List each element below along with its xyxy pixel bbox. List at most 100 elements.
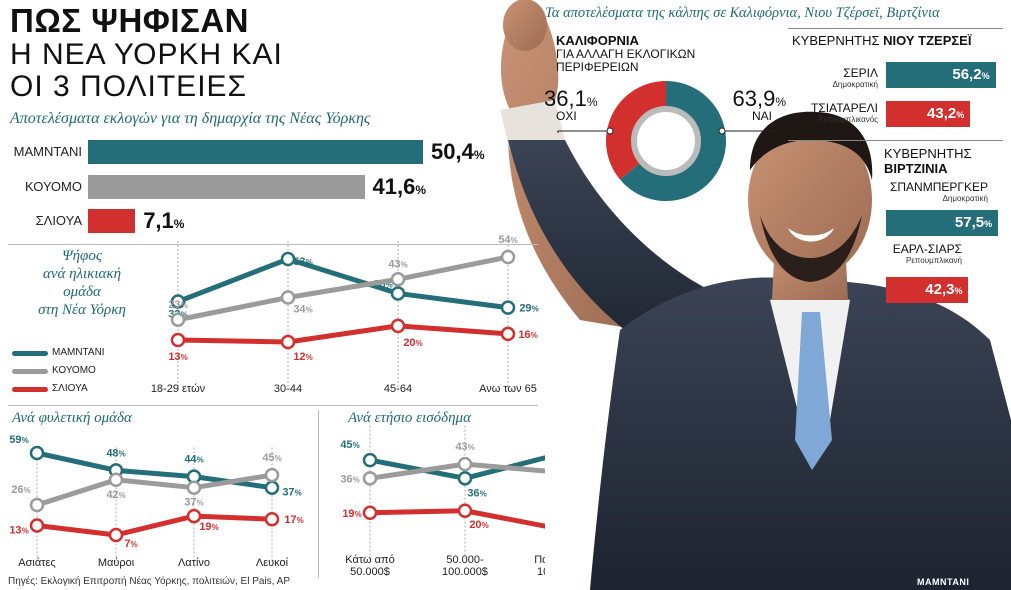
series-line [367,508,545,529]
candidate-party: Ρεπουμπλικανός [818,115,878,124]
page-title-line-2: Η ΝΕΑ ΥΟΡΚΗ ΚΑΙ [10,38,283,71]
data-label: 19% [342,508,361,520]
axis-tick-label: 45-64 [384,383,412,395]
data-label: 59% [9,434,28,446]
data-label: 43% [455,441,474,453]
data-point [457,471,473,486]
axis-tick-label: 50.000$ [350,566,390,578]
source-note: Πηγές: Εκλογική Επιτροπή Νέας Υόρκης, πο… [8,576,290,587]
leader-line [722,130,777,133]
data-label: 42% [106,489,125,501]
california-subtitle-line: ΓΙΑ ΑΛΛΑΓΗ ΕΚΛΟΓΙΚΩΝ [556,47,696,61]
data-label: 12% [293,351,312,363]
age-chart-title-line: Ψήφος [62,248,102,264]
income-chart-title: Ανά ετήσιο εισόδημα [348,410,471,426]
nyc-bar-label: ΣΛΙΟΥΑ [35,213,82,228]
data-label: 20% [469,519,488,531]
line-charts: 32%53%36%29%23%34%43%54%13%12%20%16%18-2… [9,234,545,578]
data-label: 43% [388,258,407,270]
data-label: 7% [124,538,137,550]
data-point [170,332,186,348]
data-point [457,456,473,472]
axis-tick-label: Κάτω από [345,554,394,566]
data-label: 19% [199,521,218,533]
nyc-results-subtitle: Αποτελέσματα εκλογών για τη δημαρχία της… [10,110,371,127]
data-label: 26% [11,484,30,496]
data-label: 16% [518,329,537,341]
data-point [280,334,296,350]
data-point [264,511,280,527]
data-point [186,480,202,495]
data-label: 53% [293,256,312,268]
donut-slice-label: ΝΑΙ [752,109,772,123]
data-label: 36% [340,473,359,485]
data-label: 17% [284,514,303,526]
race-chart-title: Ανά φυλετική ομάδα [12,410,132,426]
legend-label: ΜΑΜΝΤΑΝΙ [52,347,105,358]
candidate-party: Ρεπουμπλικανή [905,256,962,265]
data-label: 37% [282,487,301,499]
data-point [108,472,124,488]
data-label: 34% [293,303,312,315]
candidate-bar: 57,5% [886,210,999,236]
divider [8,405,538,406]
nj-title-part: ΝΙΟΥ ΤΖΕΡΣΕΪ [883,33,972,48]
series-line [175,256,511,311]
divider [788,140,1003,141]
data-label: 37% [184,497,203,509]
data-label: 20% [403,337,422,349]
axis-tick-label: 100.000$ [442,566,488,578]
series-line [175,323,511,345]
data-point [264,467,280,483]
va-title-part: ΒΙΡΤΖΙΝΙΑ [884,161,948,176]
legend-label: ΚΟΥΟΜΟ [52,365,96,376]
data-point [457,503,473,519]
legend-swatch [12,387,48,392]
axis-tick-label: Λευκοί [256,557,289,569]
va-governor-title: ΚΥΒΕΡΝΗΤΗΣ ΒΙΡΤΖΙΝΙΑ [884,146,972,176]
candidate-value: 57,5% [954,214,993,231]
axis-tick-label: Λατίνο [178,557,210,569]
legend-label: ΣΛΙΟΥΑ [52,383,88,394]
data-label: 54% [498,234,517,246]
candidate-name: ΤΣΙΑΤΑΡΕΛΙ [811,101,878,115]
nyc-bar [88,175,365,199]
data-point [280,251,296,267]
candidate-bar: 43,2% [886,101,971,127]
page-title-line-3: ΟΙ 3 ΠΟΛΙΤΕΙΕΣ [10,70,248,103]
data-point [362,452,378,468]
donut-slice-yes [620,81,726,201]
nyc-bar [88,209,136,233]
data-label: 13% [168,351,187,363]
axis-tick-label: 100.000$ [537,566,545,578]
donut-slice-no [606,81,666,180]
series-line [175,254,511,323]
age-chart-title-line: ομάδα [63,284,101,300]
data-point [29,445,45,461]
donut-value-label: 36,1% [544,86,598,111]
data-point [29,518,45,533]
axis-tick-label: Ανω των 65 [479,383,537,395]
nyc-bar-label: ΚΟΥΟΜΟ [25,179,82,194]
candidate-name: ΣΠΑΝΜΠΕΡΓΚΕΡ [889,180,988,194]
donut-hole [632,107,700,175]
age-chart-title-line: στη Νέα Υόρκη [38,302,126,318]
data-point [108,527,124,543]
data-label: 45% [340,439,359,451]
nyc-bar-value: 41,6% [372,174,427,199]
data-label: 36% [467,487,486,499]
right-panel-subtitle: Τα αποτελέσματα της κάλπης σε Καλιφόρνια… [545,5,940,21]
data-label: 23% [168,299,187,311]
legend-swatch [12,351,48,356]
candidate-bar: 42,3% [886,277,969,303]
nyc-bar-value: 50,4% [431,139,485,164]
axis-tick-label: 50.000- [446,554,484,566]
age-chart-title-line: ανά ηλικιακή [42,266,122,282]
legend: ΜΑΜΝΤΑΝΙ ΚΟΥΟΜΟ ΣΛΙΟΥΑ [12,347,142,407]
data-point [29,497,45,513]
candidate-value: 43,2% [927,105,965,122]
data-label: 44% [184,454,203,466]
series-line [34,472,275,508]
candidate-value: 56,2% [952,66,990,83]
california-subtitle-line: ΠΕΡΙΦΕΡΕΙΩΝ [556,60,639,74]
